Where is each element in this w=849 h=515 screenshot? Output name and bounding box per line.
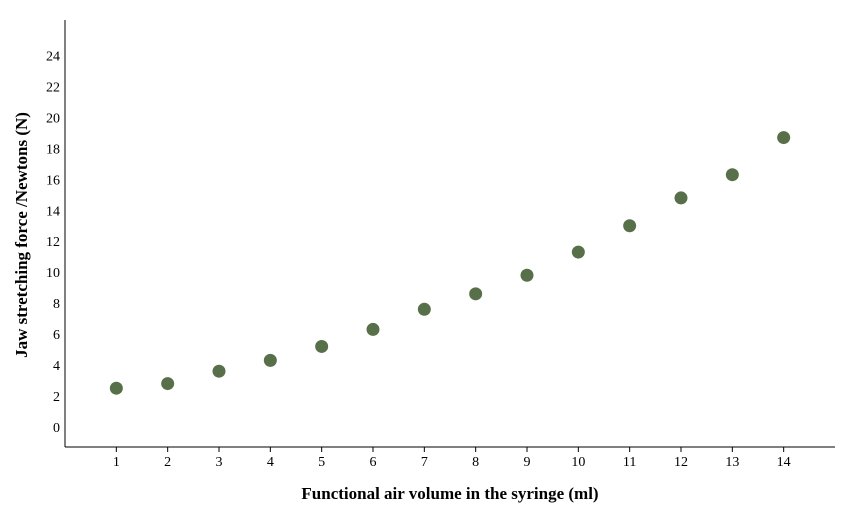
y-tick-label: 18 <box>46 142 60 157</box>
data-point <box>520 268 534 282</box>
y-tick-label: 22 <box>46 81 60 96</box>
data-point <box>315 339 329 353</box>
x-tick-label: 11 <box>623 455 636 470</box>
data-point <box>417 302 431 316</box>
y-tick-label: 8 <box>53 297 60 312</box>
y-tick-label: 10 <box>46 266 60 281</box>
data-point <box>777 131 791 145</box>
x-tick-label: 12 <box>674 455 688 470</box>
axes <box>64 20 835 448</box>
y-tick-label: 6 <box>53 328 60 343</box>
y-tick-label: 20 <box>46 111 60 126</box>
data-point <box>366 322 380 336</box>
y-tick-label: 2 <box>53 390 60 405</box>
data-point <box>161 377 175 391</box>
x-tick-label: 9 <box>524 455 531 470</box>
y-axis-title: Jaw stretching force /Newtons (N) <box>12 112 31 358</box>
x-axis-ticks: 1 2 3 4 5 6 7 8 9 10 11 12 13 14 <box>113 447 791 470</box>
data-point <box>623 219 637 233</box>
data-point <box>725 168 739 182</box>
data-point <box>674 191 688 205</box>
x-tick-label: 14 <box>777 455 791 470</box>
y-tick-label: 4 <box>53 359 60 374</box>
data-point <box>469 287 483 301</box>
y-tick-label: 16 <box>46 173 60 188</box>
data-point <box>571 245 585 259</box>
x-tick-label: 8 <box>472 455 479 470</box>
x-tick-label: 4 <box>267 455 274 470</box>
x-tick-label: 2 <box>164 455 171 470</box>
data-points <box>109 131 791 395</box>
y-tick-label: 24 <box>46 50 60 65</box>
x-tick-label: 3 <box>216 455 223 470</box>
x-axis-title: Functional air volume in the syringe (ml… <box>301 484 598 503</box>
x-tick-label: 7 <box>421 455 428 470</box>
y-tick-label: 12 <box>46 235 60 250</box>
x-tick-label: 13 <box>725 455 739 470</box>
data-point <box>109 381 123 395</box>
data-point <box>263 353 277 367</box>
x-tick-label: 1 <box>113 455 120 470</box>
x-tick-label: 5 <box>318 455 325 470</box>
y-tick-label: 0 <box>53 421 60 436</box>
x-tick-label: 6 <box>370 455 377 470</box>
data-point <box>212 364 226 378</box>
x-tick-label: 10 <box>571 455 585 470</box>
y-tick-label: 14 <box>46 204 60 219</box>
